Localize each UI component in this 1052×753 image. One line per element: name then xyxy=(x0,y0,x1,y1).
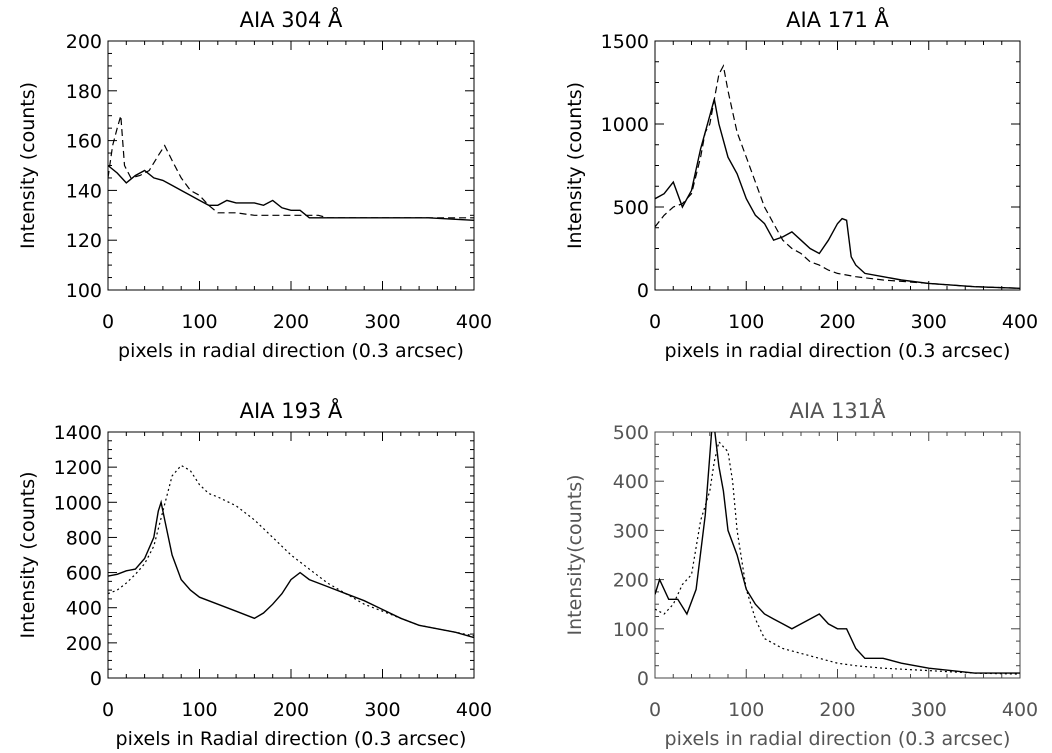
x-tick-label: 0 xyxy=(102,699,114,721)
series-line-solid xyxy=(655,432,1020,674)
x-tick-label: 400 xyxy=(456,699,492,721)
x-tick-label: 100 xyxy=(728,699,764,721)
y-axis-label: Intensity (counts) xyxy=(17,471,39,638)
y-tick-label: 0 xyxy=(637,668,649,690)
plot-frame xyxy=(107,431,475,679)
y-tick-label: 600 xyxy=(66,563,102,585)
x-tick-label: 400 xyxy=(1002,311,1038,333)
y-tick-label: 500 xyxy=(613,197,649,219)
y-tick-label: 400 xyxy=(66,598,102,620)
x-axis-label: pixels in radial direction (0.3 arcsec) xyxy=(665,340,1011,362)
x-axis-label: pixels in Radial direction (0.3 arcsec) xyxy=(116,728,467,750)
y-tick-label: 0 xyxy=(637,280,649,302)
y-axis-label: Intensity (counts) xyxy=(564,82,586,249)
x-tick-label: 100 xyxy=(181,699,217,721)
x-tick-label: 300 xyxy=(911,311,947,333)
series-line-solid xyxy=(108,499,474,639)
x-tick-label: 200 xyxy=(273,311,309,333)
chart-panel-aia193: AIA 193 Å pixels in Radial direction (0.3… xyxy=(17,397,492,750)
y-tick-label: 160 xyxy=(66,131,102,153)
x-tick-label: 300 xyxy=(911,699,947,721)
y-tick-label: 200 xyxy=(66,633,102,655)
y-tick-label: 500 xyxy=(613,422,649,444)
x-tick-label: 200 xyxy=(273,699,309,721)
x-tick-label: 0 xyxy=(649,699,661,721)
x-tick-label: 300 xyxy=(364,699,400,721)
series-line-dotted xyxy=(108,464,474,637)
y-tick-label: 1200 xyxy=(54,457,102,479)
y-tick-label: 140 xyxy=(66,180,102,202)
y-tick-label: 300 xyxy=(613,520,649,542)
x-tick-label: 200 xyxy=(819,699,855,721)
y-tick-label: 400 xyxy=(613,471,649,493)
x-tick-label: 400 xyxy=(1002,699,1038,721)
y-tick-label: 100 xyxy=(613,619,649,641)
y-tick-label: 120 xyxy=(66,230,102,252)
y-axis-label: Intensity (counts) xyxy=(17,82,39,249)
y-tick-label: 100 xyxy=(66,280,102,302)
x-tick-label: 100 xyxy=(181,311,217,333)
plot-frame xyxy=(107,40,475,291)
series-line-solid xyxy=(108,164,474,221)
y-tick-label: 200 xyxy=(66,31,102,53)
x-axis-label: pixels in radial direction (0.3 arcsec) xyxy=(665,728,1011,750)
chart-title: AIA 171 Å xyxy=(786,6,889,32)
y-tick-label: 1500 xyxy=(601,31,649,53)
series-line-dotted xyxy=(655,440,1020,675)
y-tick-label: 180 xyxy=(66,81,102,103)
chart-panel-aia304: AIA 304 Å pixels in radial direction (0.3… xyxy=(17,6,492,362)
y-tick-label: 200 xyxy=(613,570,649,592)
x-tick-label: 400 xyxy=(456,311,492,333)
chart-title: AIA 131Å xyxy=(789,397,886,423)
chart-panel-aia171: AIA 171 Å pixels in radial direction (0.3… xyxy=(564,6,1038,362)
y-axis-label: Intensity(counts) xyxy=(564,474,586,635)
chart-title: AIA 193 Å xyxy=(240,397,343,423)
y-tick-label: 800 xyxy=(66,527,102,549)
series-line-dashed xyxy=(655,64,1020,289)
y-tick-label: 0 xyxy=(90,668,102,690)
plot-frame xyxy=(654,431,1021,679)
y-tick-label: 1000 xyxy=(601,114,649,136)
series-line-solid xyxy=(655,98,1020,289)
x-tick-label: 0 xyxy=(102,311,114,333)
y-tick-label: 1000 xyxy=(54,492,102,514)
x-tick-label: 100 xyxy=(728,311,764,333)
series-line-dashed xyxy=(108,115,474,219)
y-tick-label: 1400 xyxy=(54,422,102,444)
x-tick-label: 0 xyxy=(649,311,661,333)
plot-frame xyxy=(654,40,1021,291)
x-tick-label: 200 xyxy=(819,311,855,333)
chart-panel-aia131: AIA 131Å pixels in radial direction (0.3 … xyxy=(564,397,1038,750)
chart-title: AIA 304 Å xyxy=(240,6,343,32)
x-tick-label: 300 xyxy=(364,311,400,333)
x-axis-label: pixels in radial direction (0.3 arcsec) xyxy=(118,340,464,362)
